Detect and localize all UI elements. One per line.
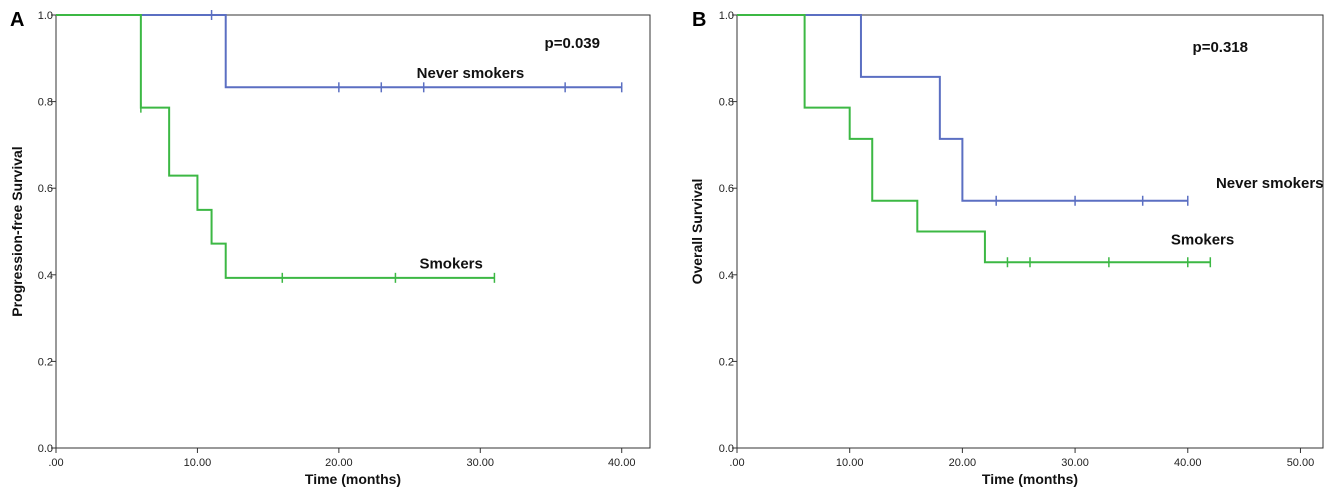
y-tick-label: 0.4 xyxy=(38,270,53,282)
x-tick-label: 10.00 xyxy=(184,457,212,469)
p-value: p=0.039 xyxy=(545,35,600,52)
y-axis-title: Progression-free Survival xyxy=(9,146,25,316)
p-value: p=0.318 xyxy=(1193,39,1248,56)
y-tick-label: 0.4 xyxy=(719,270,734,282)
y-tick-label: 0.6 xyxy=(719,183,734,195)
series-line-smokers xyxy=(737,14,1211,264)
x-tick-label: .00 xyxy=(48,457,63,469)
y-tick-label: 0.8 xyxy=(719,97,734,109)
panel-label: A xyxy=(10,9,24,31)
plot-frame xyxy=(736,14,1324,449)
x-tick-label: 40.00 xyxy=(608,457,636,469)
series-label-never-smokers: Never smokers xyxy=(417,65,525,82)
series-label-smokers: Smokers xyxy=(419,255,482,272)
y-tick-label: 0.0 xyxy=(38,443,53,455)
x-tick-label: 30.00 xyxy=(1061,457,1089,469)
series-label-smokers: Smokers xyxy=(1171,231,1234,248)
y-tick-label: 0.2 xyxy=(38,356,53,368)
y-tick-label: 0.0 xyxy=(719,443,734,455)
y-tick-label: 0.8 xyxy=(38,97,53,109)
panel-label: B xyxy=(692,9,706,31)
y-tick-label: 1.0 xyxy=(719,10,734,22)
x-axis-title: Time (months) xyxy=(305,471,401,487)
y-tick-label: 0.6 xyxy=(38,183,53,195)
y-axis-title: Overall Survival xyxy=(689,179,705,285)
chart-panel-a: A 0.0 0.2 0.4 0.6 0.8 1.0 .00 10.00 20.00 30.00 40.… xyxy=(9,9,651,487)
x-tick-label: .00 xyxy=(729,457,744,469)
series-label-never-smokers: Never smokers xyxy=(1216,175,1324,192)
series-line-never-smokers xyxy=(737,14,1188,202)
series-line-smokers xyxy=(56,14,495,279)
x-tick-label: 30.00 xyxy=(467,457,495,469)
plot-frame xyxy=(55,14,651,449)
x-tick-label: 40.00 xyxy=(1174,457,1202,469)
y-tick-label: 1.0 xyxy=(38,10,53,22)
x-tick-label: 20.00 xyxy=(949,457,977,469)
x-tick-label: 10.00 xyxy=(836,457,864,469)
x-tick-label: 20.00 xyxy=(325,457,353,469)
x-axis-title: Time (months) xyxy=(982,471,1078,487)
y-tick-label: 0.2 xyxy=(719,356,734,368)
x-tick-label: 50.00 xyxy=(1287,457,1315,469)
chart-panel-b: B 0.0 0.2 0.4 0.6 0.8 1.0 .00 10.00 20.00 30.00 40.… xyxy=(689,9,1324,487)
